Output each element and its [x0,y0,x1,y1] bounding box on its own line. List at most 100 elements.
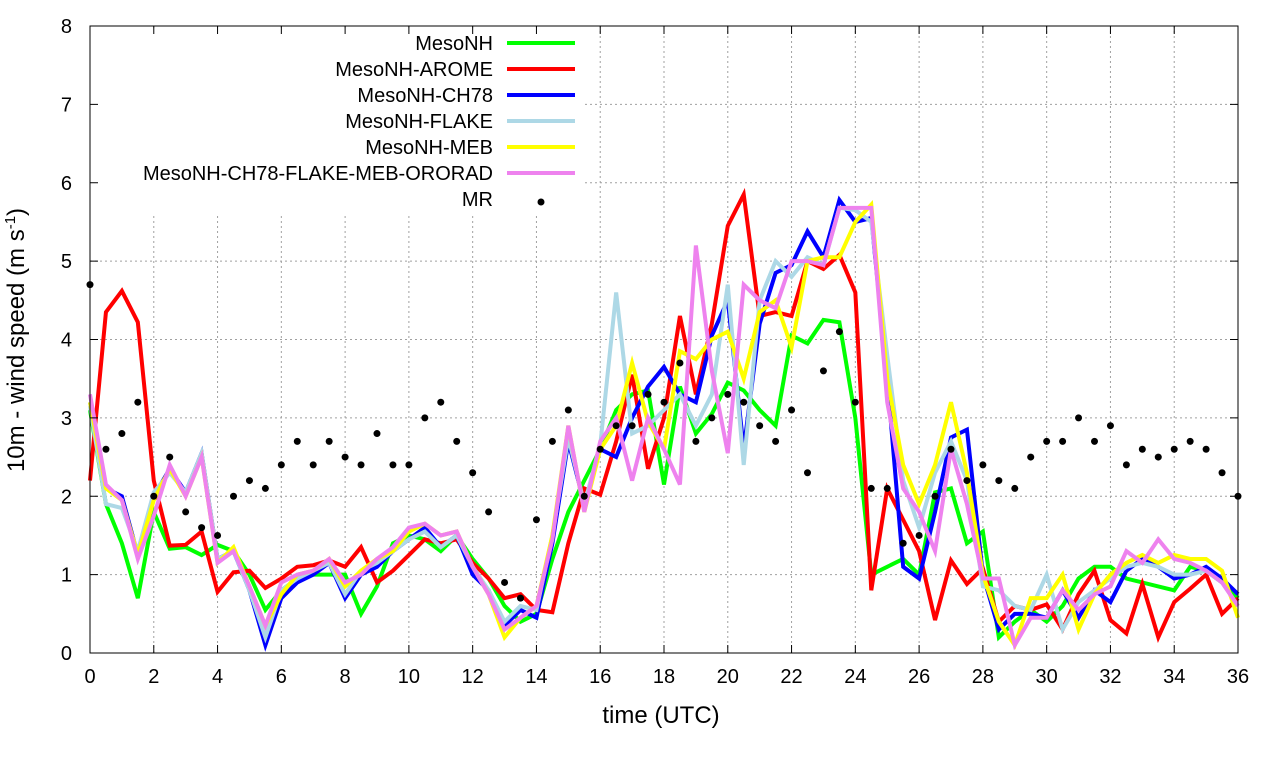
legend-label: MR [462,189,493,211]
x-tick-label: 36 [1227,666,1249,688]
data-point [899,539,907,547]
data-point [325,437,333,445]
data-point [995,477,1003,485]
data-point [1138,445,1146,453]
data-point [421,414,429,422]
y-tick-label: 2 [61,486,72,508]
x-tick-label: 16 [589,666,611,688]
data-point [596,445,604,453]
data-point [485,508,493,516]
legend-label: MesoNH-MEB [365,137,493,159]
x-tick-label: 0 [84,666,95,688]
data-point [1091,437,1098,445]
x-tick-label: 2 [148,666,159,688]
data-point [851,398,859,406]
data-point [182,508,190,516]
x-tick-label: 6 [276,666,287,688]
data-point [389,461,397,469]
data-point [740,398,748,406]
y-tick-label: 6 [61,173,72,195]
x-tick-label: 10 [398,666,420,688]
y-tick-label: 7 [61,94,72,116]
data-point [214,531,222,539]
data-point [1106,422,1114,430]
data-point [469,469,477,477]
legend: MesoNH MesoNH-AROME MesoNH-CH78 MesoNH-FLAK… [143,33,575,211]
data-point [708,414,716,422]
data-point [548,437,556,445]
data-point [453,437,461,445]
data-point [1154,453,1162,461]
series-line [88,205,1240,644]
legend-swatch [537,198,545,206]
y-tick-label: 4 [61,330,72,352]
x-tick-label: 22 [780,666,802,688]
data-point [198,524,206,532]
data-point [1170,445,1178,453]
series-mr [86,281,1242,602]
legend-background [72,28,584,214]
data-point [309,461,317,469]
data-point [676,359,684,367]
data-point [230,492,237,500]
x-tick-label: 18 [653,666,675,688]
data-point [118,430,126,438]
x-tick-label: 20 [717,666,739,688]
data-point [150,492,158,500]
data-point [102,445,110,453]
series-mesonh-arome [88,187,1240,644]
x-tick-label: 14 [525,666,547,688]
y-tick-label: 8 [61,16,72,38]
x-tick-label: 34 [1163,666,1185,688]
data-point [819,367,827,375]
data-point [963,477,971,485]
data-point [1186,437,1194,445]
data-point [1027,453,1035,461]
data-point [1202,445,1210,453]
data-point [373,430,381,438]
data-point [532,516,540,524]
data-point [692,437,700,445]
data-point [1075,414,1083,422]
data-point [261,484,269,492]
x-tick-label: 28 [972,666,994,688]
data-point [166,453,174,461]
data-point [947,445,955,453]
data-point [883,484,891,492]
x-tick-label: 32 [1099,666,1121,688]
y-axis-label-end: ) [3,208,30,216]
data-point [612,422,620,430]
x-tick-label: 8 [340,666,351,688]
data-point [979,461,987,469]
data-point [1059,437,1067,445]
data-point [804,469,811,477]
y-tick-label: 0 [61,643,72,665]
data-point [931,492,939,500]
data-point [341,453,349,461]
y-tick-label: 1 [61,565,72,587]
axis-ticks: 0 2 4 6 8 10 12 14 16 18 20 22 24 26 28 30 32 34 360123456… [61,16,1249,688]
legend-label: MesoNH [415,33,493,55]
data-point [756,422,764,430]
data-point [405,461,413,469]
data-point [628,422,636,430]
data-point [437,398,445,406]
series-mesonh-flake [88,205,1240,644]
series-layer [86,187,1242,652]
y-tick-label: 5 [61,251,72,273]
data-point [277,461,285,469]
legend-label: MesoNH-AROME [335,59,493,81]
legend-label: MesoNH-FLAKE [345,111,493,133]
data-point [1043,437,1051,445]
data-point [788,406,796,414]
y-tick-label: 3 [61,408,72,430]
x-tick-label: 26 [908,666,930,688]
legend-label: MesoNH-CH78 [357,85,493,107]
series-line [88,187,1240,644]
data-point [293,437,301,445]
x-tick-label: 24 [844,666,866,688]
x-tick-label: 30 [1036,666,1058,688]
data-point [835,328,843,336]
y-axis-label: 10m - wind speed (m s-1) [2,208,30,472]
